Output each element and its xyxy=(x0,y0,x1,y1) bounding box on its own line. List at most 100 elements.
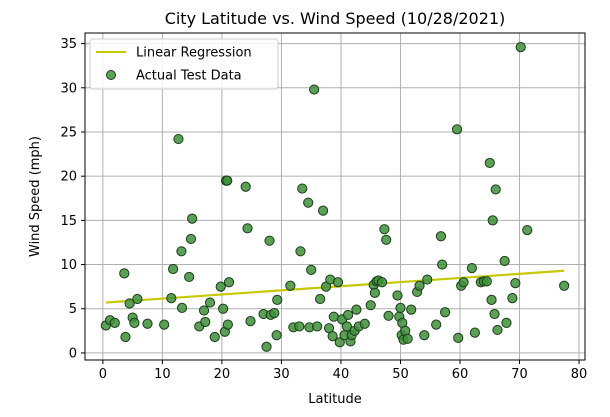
scatter-points xyxy=(100,42,570,352)
data-point xyxy=(217,303,229,314)
data-point xyxy=(167,263,179,275)
data-point xyxy=(264,235,275,246)
data-point xyxy=(376,277,388,288)
data-point xyxy=(176,302,188,313)
legend-entry-data: Actual Test Data xyxy=(136,69,242,84)
chart-title: City Latitude vs. Wind Speed (10/28/2021… xyxy=(165,9,506,28)
data-point xyxy=(315,293,326,305)
data-point xyxy=(159,319,170,330)
data-point xyxy=(200,316,211,328)
data-point xyxy=(184,271,195,283)
x-tick-label: 70 xyxy=(511,367,528,382)
data-point xyxy=(306,264,317,275)
data-point xyxy=(559,280,570,291)
data-point xyxy=(312,321,323,332)
data-point xyxy=(435,231,447,242)
data-point xyxy=(272,294,283,306)
data-point xyxy=(120,331,131,343)
x-tick-label: 80 xyxy=(571,367,588,382)
data-point xyxy=(419,330,430,341)
data-point xyxy=(204,297,216,308)
x-axis-label: Latitude xyxy=(308,392,362,407)
data-point xyxy=(440,307,451,318)
data-point xyxy=(422,274,433,285)
data-point xyxy=(486,294,497,306)
y-axis-label: Wind Speed (mph) xyxy=(28,136,43,257)
data-point xyxy=(489,308,500,320)
x-tick-label: 40 xyxy=(333,367,350,382)
data-point xyxy=(381,234,392,245)
data-point xyxy=(240,181,251,192)
data-point xyxy=(124,298,135,309)
data-point xyxy=(109,317,120,328)
x-tick-label: 50 xyxy=(392,367,409,382)
data-point xyxy=(327,331,338,342)
regression-line xyxy=(105,269,565,304)
data-point xyxy=(351,304,362,315)
data-point xyxy=(510,278,521,289)
data-point xyxy=(119,268,130,279)
data-point xyxy=(466,262,478,274)
data-point xyxy=(242,223,253,234)
data-point xyxy=(222,319,233,330)
data-point xyxy=(369,287,380,298)
regression-line-layer xyxy=(105,269,565,304)
data-point xyxy=(129,317,140,328)
grid xyxy=(85,33,585,360)
data-point xyxy=(132,293,143,305)
data-point xyxy=(187,213,198,224)
legend: Linear Regression Actual Test Data xyxy=(89,38,279,90)
data-point xyxy=(359,318,370,329)
data-point xyxy=(395,302,406,313)
data-point xyxy=(379,224,390,235)
data-point xyxy=(269,308,280,319)
data-point xyxy=(484,157,495,169)
data-point xyxy=(515,42,526,53)
data-point xyxy=(499,255,510,267)
data-point xyxy=(365,300,376,311)
x-tick-label: 10 xyxy=(154,367,171,382)
legend-point-swatch xyxy=(106,70,116,80)
data-point xyxy=(332,277,344,288)
y-tick-label: 15 xyxy=(60,214,77,229)
data-point xyxy=(453,332,464,344)
data-point xyxy=(261,341,272,352)
data-point xyxy=(522,224,533,236)
y-tick-label: 0 xyxy=(69,346,77,361)
data-point xyxy=(392,290,403,301)
data-point xyxy=(487,215,498,226)
y-axis: 0 5 10 15 20 25 30 35 xyxy=(60,37,85,361)
y-tick-label: 5 xyxy=(69,302,77,317)
data-point xyxy=(406,304,417,315)
plot-frame xyxy=(84,32,586,361)
y-tick-label: 10 xyxy=(60,258,77,273)
data-point xyxy=(342,309,354,321)
data-point xyxy=(469,327,480,338)
data-point xyxy=(215,281,226,292)
data-point xyxy=(402,333,413,344)
data-point xyxy=(481,276,492,287)
legend-entry-regression: Linear Regression xyxy=(136,46,252,61)
y-tick-label: 30 xyxy=(60,81,77,96)
data-point xyxy=(176,246,187,257)
data-point xyxy=(285,280,296,291)
y-tick-label: 25 xyxy=(60,125,77,140)
data-point xyxy=(223,277,235,288)
data-point xyxy=(271,330,282,341)
data-point xyxy=(341,321,353,332)
x-tick-label: 0 xyxy=(99,367,107,382)
x-tick-label: 60 xyxy=(452,367,469,382)
data-point xyxy=(142,318,153,329)
x-axis: 0 10 20 30 40 50 60 70 80 xyxy=(99,360,588,382)
legend-box xyxy=(89,38,279,90)
data-point xyxy=(303,197,314,208)
data-point xyxy=(507,293,518,304)
data-point xyxy=(431,319,442,330)
data-point xyxy=(173,133,184,145)
data-point xyxy=(245,316,256,327)
data-point xyxy=(317,205,329,216)
x-tick-label: 30 xyxy=(273,367,290,382)
data-point xyxy=(490,184,501,195)
data-point xyxy=(309,84,320,95)
data-point xyxy=(295,246,306,257)
